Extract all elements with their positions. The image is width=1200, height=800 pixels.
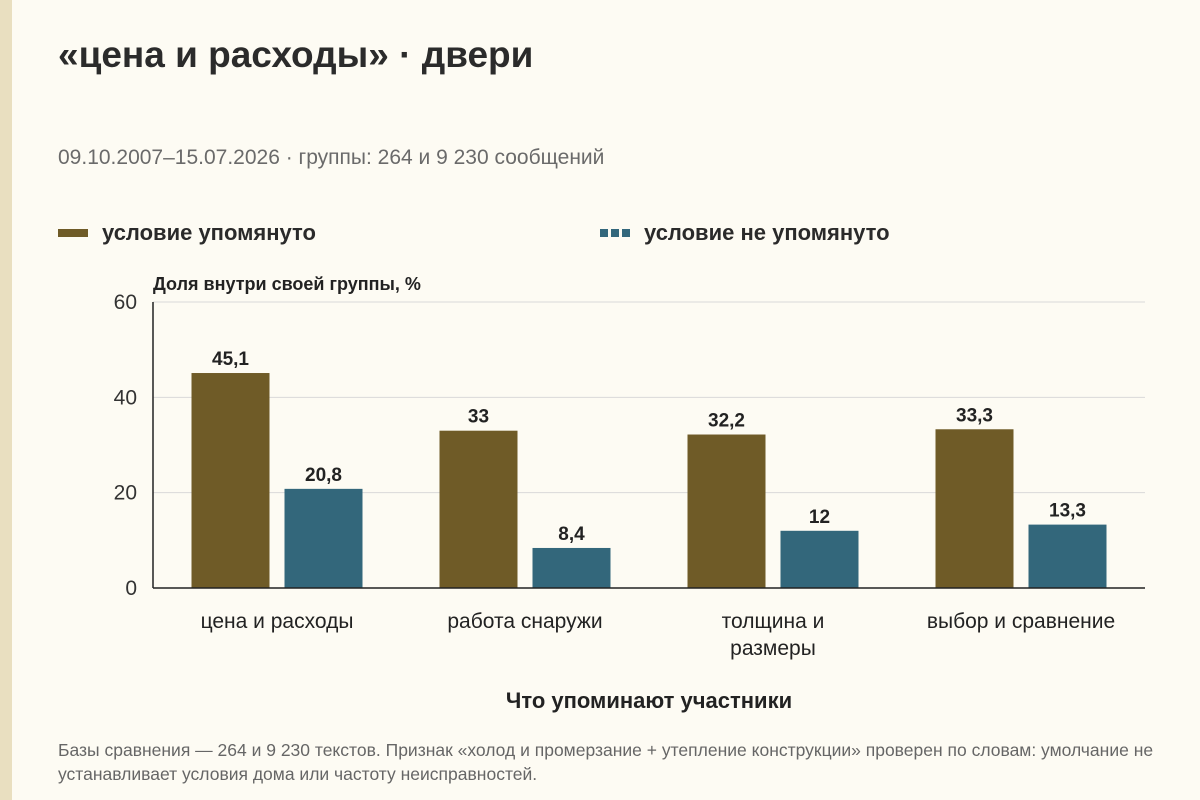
- legend-swatch-mentioned: [58, 229, 88, 237]
- legend-swatch-not-mentioned: [600, 229, 630, 237]
- bar-mentioned: [191, 373, 270, 588]
- value-label: 45,1: [212, 349, 249, 370]
- bar-not-mentioned: [780, 530, 859, 588]
- value-label: 32,2: [708, 411, 745, 432]
- bars: [191, 373, 1107, 588]
- bar-mentioned: [439, 430, 518, 588]
- y-tick-label: 40: [114, 386, 137, 409]
- footnote: Базы сравнения — 264 и 9 230 текстов. Пр…: [58, 740, 1154, 784]
- chart-subtitle: 09.10.2007–15.07.2026 · группы: 264 и 9 …: [58, 146, 605, 169]
- category-label: выбор и сравнение: [927, 610, 1115, 633]
- value-label: 12: [809, 507, 830, 528]
- category-label: толщина и размеры: [722, 610, 825, 660]
- bar-mentioned: [687, 434, 766, 588]
- category-labels: цена и расходы работа снаружи толщина и раз…: [201, 610, 1116, 660]
- x-axis-title: Что упоминают участники: [506, 688, 792, 713]
- bar-mentioned: [935, 429, 1014, 588]
- bar-not-mentioned: [1028, 524, 1107, 588]
- y-ticks: 0 20 40 60: [114, 291, 137, 600]
- value-label: 33,3: [956, 405, 993, 426]
- bar-not-mentioned: [532, 547, 611, 588]
- value-label: 8,4: [558, 524, 585, 545]
- legend-label-not-mentioned: условие не упомянуто: [644, 220, 890, 245]
- bar-not-mentioned: [284, 488, 363, 588]
- legend-item-mentioned: условие упомянуто: [58, 220, 316, 246]
- y-axis-title: Доля внутри своей группы, %: [153, 274, 421, 294]
- category-label: цена и расходы: [201, 610, 354, 633]
- value-labels: 45,1 20,8 33 8,4 32,2 12 33,3 13,3: [212, 349, 1086, 545]
- value-label: 20,8: [305, 465, 342, 486]
- bar-chart: 45,1 20,8 33 8,4 32,2 12 33,3 13,3 0 20 40 60 цена…: [114, 274, 1145, 713]
- value-label: 33: [468, 407, 489, 428]
- value-label: 13,3: [1049, 501, 1086, 522]
- y-tick-label: 20: [114, 482, 137, 505]
- legend-item-not-mentioned: условие не упомянуто: [600, 220, 890, 246]
- side-strip: [0, 0, 12, 800]
- legend-label-mentioned: условие упомянуто: [102, 220, 316, 245]
- category-label: работа снаружи: [447, 610, 602, 633]
- y-tick-label: 60: [114, 291, 137, 314]
- chart-title: «цена и расходы» · двери: [58, 34, 534, 75]
- y-tick-label: 0: [125, 577, 137, 600]
